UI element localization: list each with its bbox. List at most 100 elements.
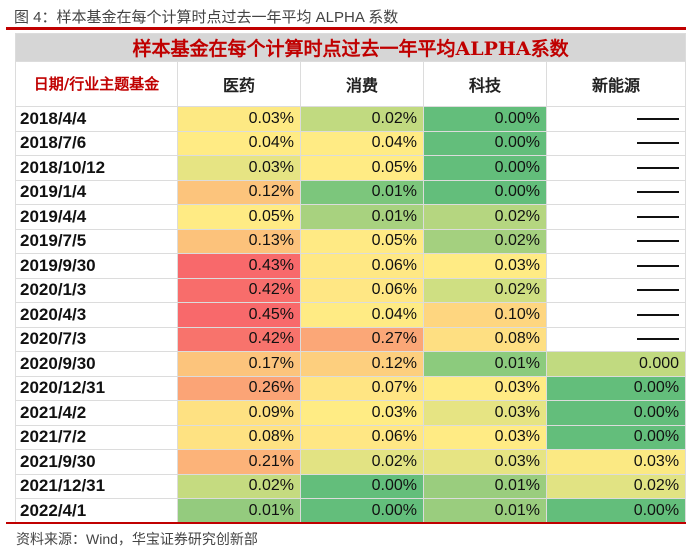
value-cell: 0.00% [423, 130, 547, 156]
value-cell: 0.03% [423, 253, 547, 279]
value-cell: 0.42% [177, 277, 301, 303]
date-cell: 2020/4/3 [15, 302, 178, 328]
value-cell: 0.42% [177, 326, 301, 352]
table-caption: 样本基金在每个计算时点过去一年平均ALPHA系数 [14, 33, 687, 62]
date-cell: 2019/1/4 [15, 179, 178, 205]
date-cell: 2021/7/2 [15, 424, 178, 450]
table-row: 2019/7/5 0.13% 0.05% 0.02% [15, 228, 687, 254]
table-row: 2020/4/3 0.45% 0.04% 0.10% [15, 302, 687, 328]
value-cell: 0.12% [300, 351, 424, 377]
value-cell: 0.26% [177, 375, 301, 401]
date-cell: 2020/1/3 [15, 277, 178, 303]
value-cell: 0.13% [177, 228, 301, 254]
value-cell: 0.08% [177, 424, 301, 450]
table-row: 2021/7/2 0.08% 0.06% 0.03% 0.00% [15, 424, 687, 450]
dash-mark [637, 142, 680, 145]
no-data-cell [545, 277, 687, 303]
header-consumer: 消费 [300, 61, 424, 107]
alpha-table: 样本基金在每个计算时点过去一年平均ALPHA系数 日期/行业主题基金 医药 消费… [14, 33, 687, 524]
value-cell: 0.03% [177, 155, 301, 181]
table-row: 2022/4/1 0.01% 0.00% 0.01% 0.00% [15, 498, 687, 524]
value-cell: 0.06% [300, 253, 424, 279]
value-cell: 0.00% [300, 473, 424, 499]
dash-mark [637, 338, 680, 341]
value-cell: 0.21% [177, 449, 301, 475]
dash-mark [637, 215, 680, 218]
value-cell: 0.17% [177, 351, 301, 377]
value-cell: 0.05% [300, 228, 424, 254]
table-row: 2018/7/6 0.04% 0.04% 0.00% [15, 130, 687, 156]
value-cell: 0.04% [300, 130, 424, 156]
dash-mark [637, 191, 680, 194]
table-row: 2021/4/2 0.09% 0.03% 0.03% 0.00% [15, 400, 687, 426]
value-cell: 0.00% [300, 498, 424, 524]
date-cell: 2020/9/30 [15, 351, 178, 377]
table-row: 2021/9/30 0.21% 0.02% 0.03% 0.03% [15, 449, 687, 475]
value-cell: 0.02% [423, 277, 547, 303]
table-row: 2018/4/4 0.03% 0.02% 0.00% [15, 106, 687, 132]
dash-mark [637, 166, 680, 169]
value-cell: 0.03% [423, 449, 547, 475]
value-cell: 0.02% [545, 473, 687, 499]
dash-mark [637, 264, 680, 267]
value-cell: 0.06% [300, 277, 424, 303]
no-data-cell [545, 253, 687, 279]
value-cell: 0.03% [300, 400, 424, 426]
table-row: 2019/9/30 0.43% 0.06% 0.03% [15, 253, 687, 279]
no-data-cell [545, 302, 687, 328]
value-cell: 0.09% [177, 400, 301, 426]
no-data-cell [545, 130, 687, 156]
value-cell: 0.03% [423, 424, 547, 450]
no-data-cell [545, 155, 687, 181]
date-cell: 2020/7/3 [15, 326, 178, 352]
header-pharma: 医药 [177, 61, 301, 107]
table-row: 2021/12/31 0.02% 0.00% 0.01% 0.02% [15, 473, 687, 499]
value-cell: 0.00% [423, 155, 547, 181]
value-cell: 0.02% [177, 473, 301, 499]
date-cell: 2018/7/6 [15, 130, 178, 156]
value-cell: 0.02% [423, 228, 547, 254]
value-cell: 0.02% [300, 449, 424, 475]
value-cell: 0.03% [423, 375, 547, 401]
bottom-divider [6, 522, 686, 524]
value-cell: 0.00% [545, 400, 687, 426]
table-row: 2020/1/3 0.42% 0.06% 0.02% [15, 277, 687, 303]
date-cell: 2019/4/4 [15, 204, 178, 230]
value-cell: 0.00% [423, 106, 547, 132]
value-cell: 0.03% [545, 449, 687, 475]
value-cell: 0.02% [300, 106, 424, 132]
value-cell: 0.05% [300, 155, 424, 181]
value-cell: 0.00% [545, 498, 687, 524]
table-row: 2020/12/31 0.26% 0.07% 0.03% 0.00% [15, 375, 687, 401]
date-cell: 2021/4/2 [15, 400, 178, 426]
value-cell: 0.03% [423, 400, 547, 426]
date-cell: 2021/12/31 [15, 473, 178, 499]
value-cell: 0.12% [177, 179, 301, 205]
value-cell: 0.01% [423, 498, 547, 524]
date-cell: 2018/10/12 [15, 155, 178, 181]
figure-title: 图 4：样本基金在每个计算时点过去一年平均 ALPHA 系数 [14, 9, 399, 26]
no-data-cell [545, 326, 687, 352]
header-new-energy: 新能源 [545, 61, 687, 107]
value-cell: 0.01% [300, 179, 424, 205]
top-divider [6, 27, 686, 30]
value-cell: 0.43% [177, 253, 301, 279]
date-cell: 2020/12/31 [15, 375, 178, 401]
date-cell: 2019/9/30 [15, 253, 178, 279]
value-cell: 0.04% [300, 302, 424, 328]
value-cell: 0.05% [177, 204, 301, 230]
no-data-cell [545, 106, 687, 132]
dash-mark [637, 117, 680, 120]
value-cell: 0.02% [423, 204, 547, 230]
header-date: 日期/行业主题基金 [15, 61, 178, 107]
value-cell: 0.04% [177, 130, 301, 156]
value-cell: 0.01% [423, 473, 547, 499]
table-row: 2019/4/4 0.05% 0.01% 0.02% [15, 204, 687, 230]
no-data-cell [545, 179, 687, 205]
value-cell: 0.01% [423, 351, 547, 377]
value-cell: 0.00% [545, 375, 687, 401]
table-row: 2020/7/3 0.42% 0.27% 0.08% [15, 326, 687, 352]
value-cell: 0.00% [423, 179, 547, 205]
dash-mark [637, 289, 680, 292]
value-cell: 0.10% [423, 302, 547, 328]
